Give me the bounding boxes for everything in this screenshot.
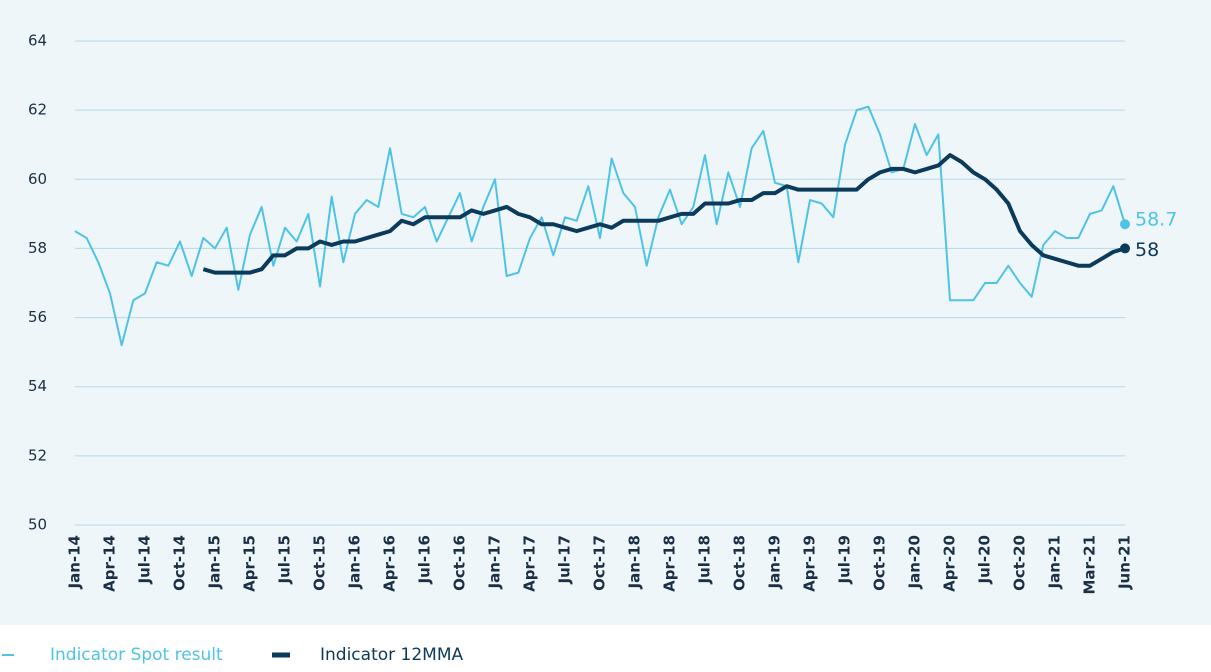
x-tick-label: Jul-15 [276, 535, 294, 585]
series-line [74, 105, 1126, 347]
x-tick-label: Oct-16 [451, 535, 469, 591]
x-tick-label: Apr-14 [101, 535, 119, 592]
x-tick-label: Mar-21 [1081, 535, 1099, 595]
end-label: 58 [1135, 239, 1159, 261]
x-tick-label: Jan-16 [346, 535, 364, 589]
y-tick-label: 62 [28, 101, 47, 119]
y-tick-label: 50 [28, 516, 47, 534]
x-tick-label: Jul-17 [556, 535, 574, 585]
x-tick-label: Jan-14 [66, 535, 84, 589]
end-label: 58.7 [1135, 209, 1177, 231]
x-tick-label: Apr-16 [381, 535, 399, 592]
end-point [1120, 243, 1130, 254]
x-tick-label: Jul-19 [836, 535, 854, 585]
y-tick-label: 64 [28, 32, 47, 50]
y-tick-label: 52 [28, 446, 47, 464]
x-tick-label: Apr-17 [521, 535, 539, 592]
x-tick-label: Jan-17 [486, 535, 504, 589]
x-tick-label: Oct-20 [1011, 535, 1029, 591]
legend-label: Indicator 12MMA [320, 645, 463, 665]
x-tick-label: Jan-20 [906, 535, 924, 589]
legend-label: Indicator Spot result [50, 645, 223, 665]
x-tick-label: Jan-21 [1046, 535, 1064, 589]
x-tick-label: Apr-19 [801, 535, 819, 592]
y-tick-label: 56 [28, 308, 47, 326]
x-tick-label: Oct-18 [731, 535, 749, 591]
x-tick-label: Jul-16 [416, 535, 434, 585]
x-tick-label: Apr-18 [661, 535, 679, 592]
y-tick-label: 60 [28, 170, 47, 188]
y-tick-label: 54 [28, 377, 47, 395]
x-tick-label: Jul-20 [976, 535, 994, 585]
x-tick-label: Oct-17 [591, 535, 609, 591]
x-tick-label: Jan-19 [766, 535, 784, 589]
x-tick-label: Oct-15 [311, 535, 329, 591]
plot-background [0, 0, 1211, 625]
x-tick-label: Oct-19 [871, 535, 889, 591]
x-tick-label: Jul-18 [696, 535, 714, 585]
x-tick-label: Jan-18 [626, 535, 644, 589]
x-tick-label: Apr-20 [941, 535, 959, 592]
x-tick-label: Jan-15 [206, 535, 224, 589]
x-tick-label: Apr-15 [241, 535, 259, 592]
end-point [1120, 219, 1130, 230]
x-tick-label: Jul-14 [136, 535, 154, 585]
y-tick-label: 58 [28, 239, 47, 257]
series-line [202, 153, 1126, 275]
x-tick-label: Jun-21 [1116, 535, 1134, 590]
x-tick-label: Oct-14 [171, 535, 189, 591]
